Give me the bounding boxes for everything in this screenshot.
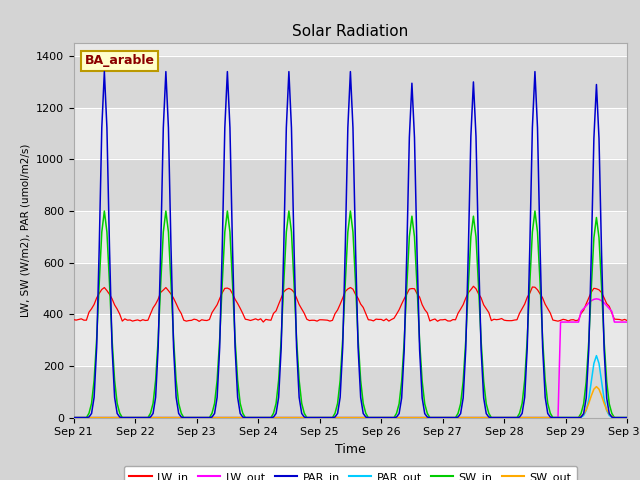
X-axis label: Time: Time — [335, 443, 366, 456]
Bar — [74, 56, 627, 108]
Text: BA_arable: BA_arable — [84, 54, 155, 67]
Y-axis label: LW, SW (W/m2), PAR (umol/m2/s): LW, SW (W/m2), PAR (umol/m2/s) — [20, 144, 30, 317]
Title: Solar Radiation: Solar Radiation — [292, 24, 408, 39]
Bar — [74, 159, 627, 211]
Bar — [74, 366, 627, 418]
Legend: LW_in, LW_out, PAR_in, PAR_out, SW_in, SW_out: LW_in, LW_out, PAR_in, PAR_out, SW_in, S… — [124, 466, 577, 480]
Bar — [74, 263, 627, 314]
